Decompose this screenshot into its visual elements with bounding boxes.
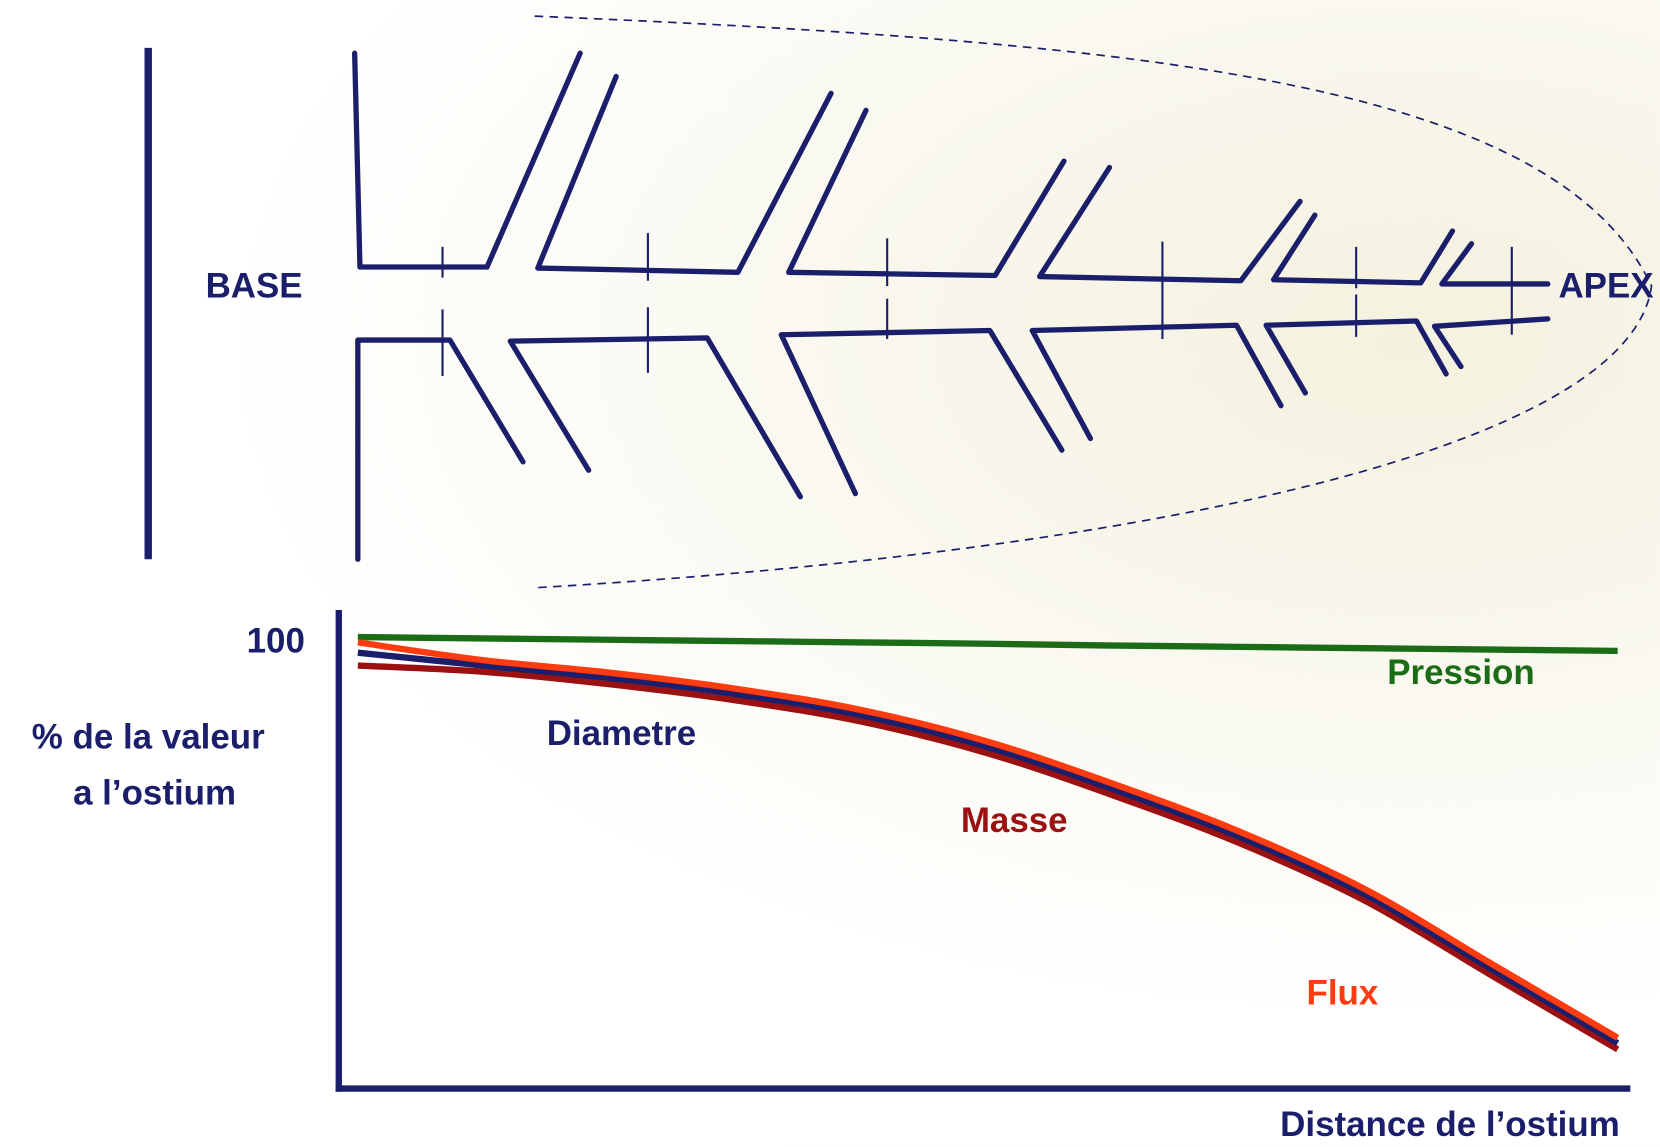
- vessel-wall-upper: [355, 53, 1548, 284]
- base-label: BASE: [206, 266, 303, 305]
- page: BASE APEX % de la valeur a l’ostium Dist…: [0, 0, 1660, 1147]
- x-axis-label: Distance de l’ostium: [1280, 1105, 1620, 1144]
- series-label: Diametre: [547, 714, 696, 753]
- vessel-wall-lower: [358, 319, 1548, 559]
- slide: BASE APEX % de la valeur a l’ostium Dist…: [0, 0, 1660, 1147]
- series-label: Pression: [1387, 653, 1535, 692]
- series-line: [358, 653, 1618, 1043]
- series-line: [358, 642, 1618, 1037]
- apex-outline: [535, 16, 1652, 588]
- y-tick-label: 100: [247, 622, 305, 661]
- apex-label: APEX: [1558, 266, 1653, 305]
- vessel-diagram: BASE APEX: [148, 16, 1653, 588]
- series-label: Masse: [961, 801, 1068, 840]
- series-label: Flux: [1306, 974, 1378, 1013]
- section-ticks: [443, 233, 1512, 376]
- y-axis-label: a l’ostium: [73, 774, 236, 813]
- y-axis-label: % de la valeur: [32, 717, 265, 756]
- series-line: [358, 637, 1618, 651]
- chart: % de la valeur a l’ostium Distance de l’…: [32, 610, 1631, 1144]
